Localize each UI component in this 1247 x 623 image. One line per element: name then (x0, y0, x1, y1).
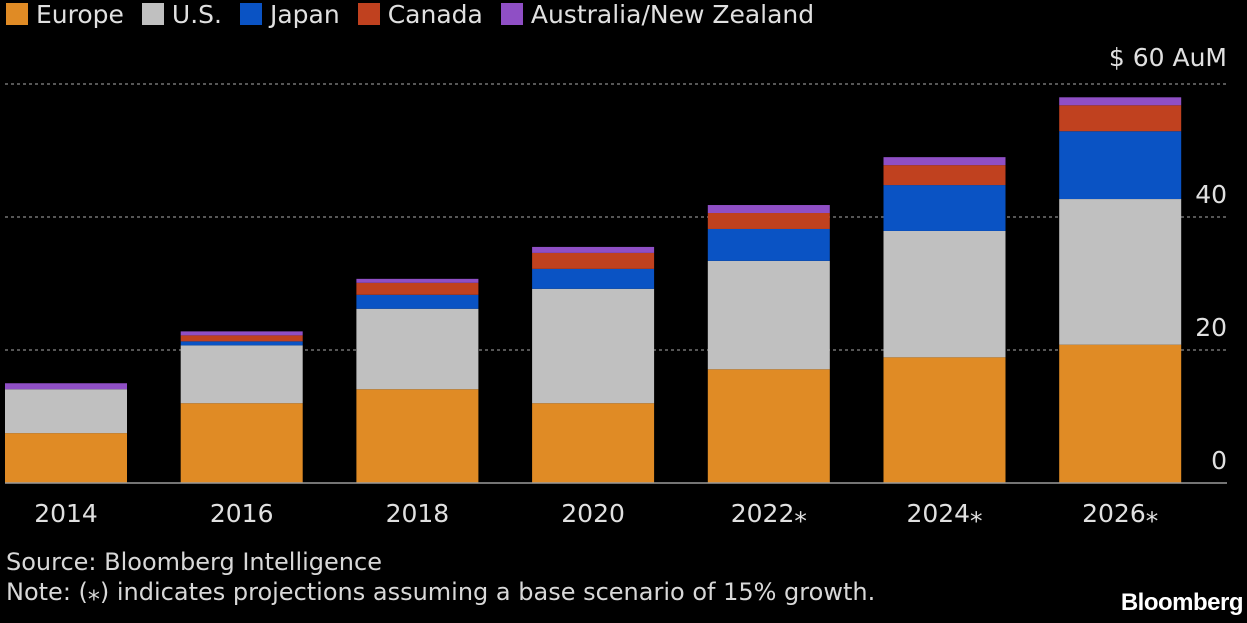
source-text: Source: Bloomberg Intelligence (6, 548, 382, 576)
x-tick-label: 2022⁎ (731, 499, 807, 528)
bar-segment-u-s- (180, 345, 303, 404)
bar-segment-canada (707, 213, 830, 229)
bar-segment-u-s- (5, 389, 127, 434)
x-tick-label: 2026⁎ (1082, 499, 1158, 528)
bar-segment-australia-new-zealand (5, 383, 127, 390)
bar-segment-australia-new-zealand (356, 278, 479, 283)
legend-swatch (357, 3, 380, 25)
x-tick-label: 2016 (210, 499, 274, 528)
note-text: Note: (⁎) indicates projections assuming… (6, 578, 876, 606)
bar-segment-japan (180, 341, 303, 346)
bar-segment-australia-new-zealand (532, 246, 655, 253)
legend-swatch (141, 3, 164, 25)
bar-segment-europe (1059, 344, 1182, 483)
bar-segment-japan (883, 185, 1006, 231)
bar-segment-canada (883, 165, 1006, 186)
bar-segment-japan (356, 294, 479, 309)
legend-swatch (6, 3, 28, 25)
bar-segment-canada (180, 335, 303, 342)
y-tick-label: 40 (1195, 180, 1227, 209)
bar-segment-europe (356, 389, 479, 483)
legend-label: Europe (36, 0, 124, 29)
x-tick-label: 2014 (34, 499, 98, 528)
bar-segment-canada (1059, 105, 1182, 132)
bar-segment-australia-new-zealand (180, 331, 303, 336)
bar-segment-australia-new-zealand (707, 205, 830, 214)
y-axis-label: $ 60 AuM (1109, 43, 1227, 72)
legend-label: Japan (269, 0, 340, 29)
bar-segment-u-s- (883, 230, 1006, 358)
x-tick-label: 2018 (386, 499, 450, 528)
bar-segment-europe (180, 403, 303, 483)
legend-item: Canada (357, 0, 483, 29)
bar-segment-u-s- (532, 288, 655, 404)
legend-item: Australia/New Zealand (500, 0, 815, 29)
legend-label: Canada (387, 0, 483, 29)
bar-segment-europe (5, 433, 127, 483)
bar-segment-canada (356, 282, 479, 295)
bar-segment-u-s- (1059, 199, 1182, 345)
bloomberg-logo: Bloomberg (1120, 589, 1244, 616)
legend: Europe U.S. Japan Canada Australia/New Zeala… (6, 0, 832, 29)
bar-segment-canada (532, 252, 655, 269)
x-tick-label: 2020 (561, 499, 625, 528)
bar-segment-europe (707, 369, 830, 483)
legend-swatch (239, 3, 262, 25)
legend-label: Australia/New Zealand (530, 0, 815, 29)
bar-segment-australia-new-zealand (883, 157, 1006, 166)
bar-segment-u-s- (707, 260, 830, 370)
bar-segment-europe (883, 357, 1006, 483)
bar-segment-japan (707, 228, 830, 261)
y-tick-label: 20 (1195, 313, 1227, 342)
legend-item: Japan (239, 0, 340, 29)
legend-swatch (500, 3, 523, 25)
legend-item: Europe (6, 0, 124, 29)
legend-item: U.S. (141, 0, 222, 29)
y-tick-label: 0 (1211, 446, 1227, 475)
bar-segment-australia-new-zealand (1059, 97, 1182, 106)
legend-label: U.S. (171, 0, 222, 29)
bar-segment-europe (532, 403, 655, 483)
stacked-bar-chart: 0 20 40 $ 60 AuM 2014 2016 2018 2020 2022⁎ 2024⁎ 2… (5, 43, 1227, 528)
bar-segment-japan (1059, 131, 1182, 200)
bar-segment-u-s- (356, 308, 479, 390)
x-tick-label: 2024⁎ (906, 499, 982, 528)
bar-segment-japan (532, 268, 655, 289)
